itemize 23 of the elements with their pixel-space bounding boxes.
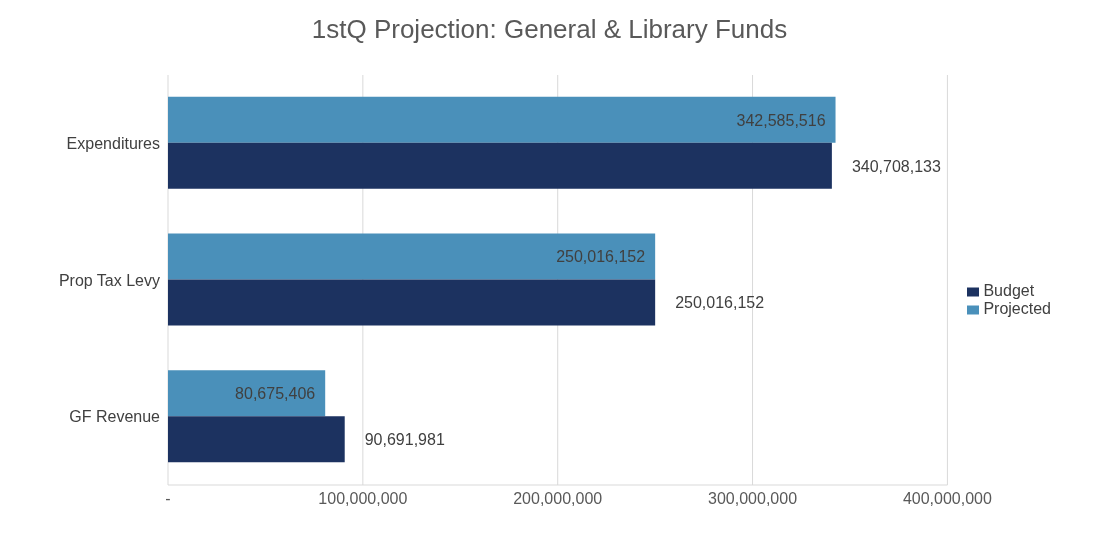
bar	[168, 279, 656, 326]
bar	[168, 370, 326, 417]
y-tick-label: Prop Tax Levy	[58, 271, 160, 289]
data-label: 342,585,516	[736, 111, 826, 129]
bar	[168, 142, 832, 189]
bar	[168, 233, 656, 280]
x-tick-label: -	[165, 490, 171, 508]
data-label: 80,675,406	[235, 384, 316, 402]
data-label: 250,016,152	[556, 248, 646, 266]
legend-label: Budget	[983, 282, 1035, 299]
x-tick-label: 200,000,000	[513, 490, 603, 508]
chart-title: 1stQ Projection: General & Library Funds	[310, 14, 789, 45]
x-tick-label: 400,000,000	[902, 490, 992, 508]
legend-label: Projected	[983, 300, 1051, 317]
data-label: 90,691,981	[364, 430, 445, 448]
y-tick-label: Expenditures	[66, 135, 160, 153]
x-tick-label: 300,000,000	[708, 490, 798, 508]
y-tick-label: GF Revenue	[69, 408, 161, 426]
bar	[168, 416, 345, 463]
data-label: 250,016,152	[675, 294, 765, 312]
data-label: 340,708,133	[851, 157, 941, 175]
bar	[168, 96, 836, 143]
x-tick-label: 100,000,000	[318, 490, 408, 508]
